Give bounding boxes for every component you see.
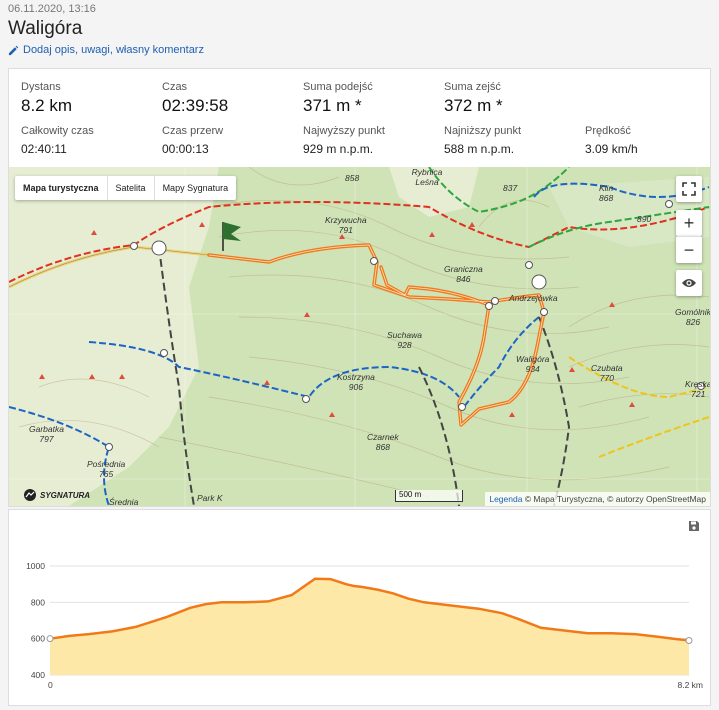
place-label: Klin 868 <box>599 183 614 203</box>
track-card: Dystans 8.2 km Czas 02:39:58 Suma podejś… <box>8 68 711 507</box>
stat-ascent: Suma podejść 371 m * <box>303 81 373 116</box>
map-type-switcher: Mapa turystyczna Satelita Mapy Sygnatura <box>15 176 237 200</box>
place-label: Garbatka 797 <box>29 424 64 444</box>
place-label: Pośrednia 765 <box>87 459 126 479</box>
x-tick-label: 0 <box>48 680 53 690</box>
sygnatura-logo-icon <box>24 489 36 501</box>
place-label: Park K <box>197 493 223 503</box>
end-point <box>685 636 693 644</box>
stat-label: Czas przerw <box>162 125 224 137</box>
map-attribution: Legenda © Mapa Turystyczna, © autorzy Op… <box>485 492 710 506</box>
place-label: Czubata 770 <box>591 363 623 383</box>
map-scale: 500 m <box>395 490 463 502</box>
map-type-satellite[interactable]: Satelita <box>108 176 155 200</box>
y-tick-label: 1000 <box>26 561 45 571</box>
add-comment-label: Dodaj opis, uwagi, własny komentarz <box>23 44 204 56</box>
place-label: Andrzejówka <box>509 293 558 303</box>
stat-speed: Prędkość 3.09 km/h <box>585 125 638 156</box>
stat-value: 02:39:58 <box>162 96 229 115</box>
sygnatura-logo: SYGNATURA <box>23 488 90 502</box>
stat-label: Najwyższy punkt <box>303 125 385 137</box>
place-label: Czarnek 868 <box>367 432 399 452</box>
map-canvas[interactable] <box>9 167 710 506</box>
place-label: Gomólnik 826 <box>675 307 710 327</box>
layers-visibility-button[interactable] <box>676 270 702 296</box>
start-point <box>46 635 54 643</box>
elevation-area <box>50 578 689 675</box>
stat-value: 372 m * <box>444 96 503 115</box>
elevation-line <box>49 577 690 642</box>
place-label: 837 <box>503 183 518 193</box>
map-view[interactable]: Krzywucha 791 Graniczna 846 Suchawa 928 Kos… <box>9 167 710 506</box>
place-label: Rybnica Leśna <box>411 167 443 187</box>
place-label: Krzywucha 791 <box>325 215 367 235</box>
place-label: Suchawa 928 <box>387 330 422 350</box>
stat-break-time: Czas przerw 00:00:13 <box>162 125 223 156</box>
stat-distance: Dystans 8.2 km <box>21 81 72 116</box>
y-axis-ticks: 400 600 800 1000 <box>26 561 45 680</box>
stat-time: Czas 02:39:58 <box>162 81 228 116</box>
attribution-text: © Mapa Turystyczna, © autorzy OpenStreet… <box>524 494 706 504</box>
place-label: 858 <box>345 173 360 183</box>
place-label: Graniczna 846 <box>444 264 483 284</box>
save-icon[interactable] <box>688 520 700 532</box>
legend-link[interactable]: Legenda <box>489 494 523 504</box>
stat-value: 3.09 km/h <box>585 142 638 156</box>
stat-label: Czas <box>162 81 188 93</box>
y-tick-label: 800 <box>31 597 45 607</box>
add-comment-link[interactable]: Dodaj opis, uwagi, własny komentarz <box>8 44 204 56</box>
x-tick-label: 8.2 km <box>677 680 703 690</box>
page-title: Waligóra <box>8 18 83 39</box>
elevation-chart: 400 600 800 1000 0 8.2 km <box>26 561 703 690</box>
stats-panel: Dystans 8.2 km Czas 02:39:58 Suma podejś… <box>9 69 710 167</box>
stat-value: 02:40:11 <box>21 142 67 156</box>
stat-label: Dystans <box>21 81 61 93</box>
place-label: Kręska 721 <box>685 379 710 399</box>
y-tick-label: 600 <box>31 634 45 644</box>
place-label: 890 <box>637 214 652 224</box>
y-tick-label: 400 <box>31 670 45 680</box>
zoom-out-button[interactable]: − <box>676 236 702 263</box>
stat-value: 588 m n.p.m. <box>444 142 515 156</box>
pencil-icon <box>8 45 19 55</box>
stat-label: Najniższy punkt <box>444 125 522 137</box>
stat-label: Prędkość <box>585 125 631 137</box>
stat-value: 929 m n.p.m. <box>303 142 374 156</box>
stat-lowest: Najniższy punkt 588 m n.p.m. <box>444 125 521 156</box>
fullscreen-button[interactable] <box>676 176 702 202</box>
stat-value: 371 m * <box>303 96 362 115</box>
stat-label: Suma podejść <box>303 81 373 93</box>
elevation-card: 400 600 800 1000 0 8.2 km <box>8 509 711 706</box>
map-type-sygnatura[interactable]: Mapy Sygnatura <box>162 183 229 193</box>
map-type-tourist[interactable]: Mapa turystyczna <box>15 176 108 200</box>
stat-value: 8.2 km <box>21 96 73 115</box>
fullscreen-icon <box>682 182 696 196</box>
stat-total-time: Całkowity czas 02:40:11 <box>21 125 94 156</box>
eye-icon <box>682 279 696 287</box>
stat-value: 00:00:13 <box>162 142 209 156</box>
stat-highest: Najwyższy punkt 929 m n.p.m. <box>303 125 385 156</box>
datetime: 06.11.2020, 13:16 <box>8 3 96 15</box>
place-label: Kostrzyna 906 <box>337 372 375 392</box>
stat-descent: Suma zejść 372 m * <box>444 81 503 116</box>
place-label: Waligóra 934 <box>516 354 550 374</box>
stat-label: Suma zejść <box>444 81 501 93</box>
zoom-in-button[interactable]: + <box>676 210 702 236</box>
place-label: Średnia <box>109 497 139 506</box>
stat-label: Całkowity czas <box>21 125 94 137</box>
